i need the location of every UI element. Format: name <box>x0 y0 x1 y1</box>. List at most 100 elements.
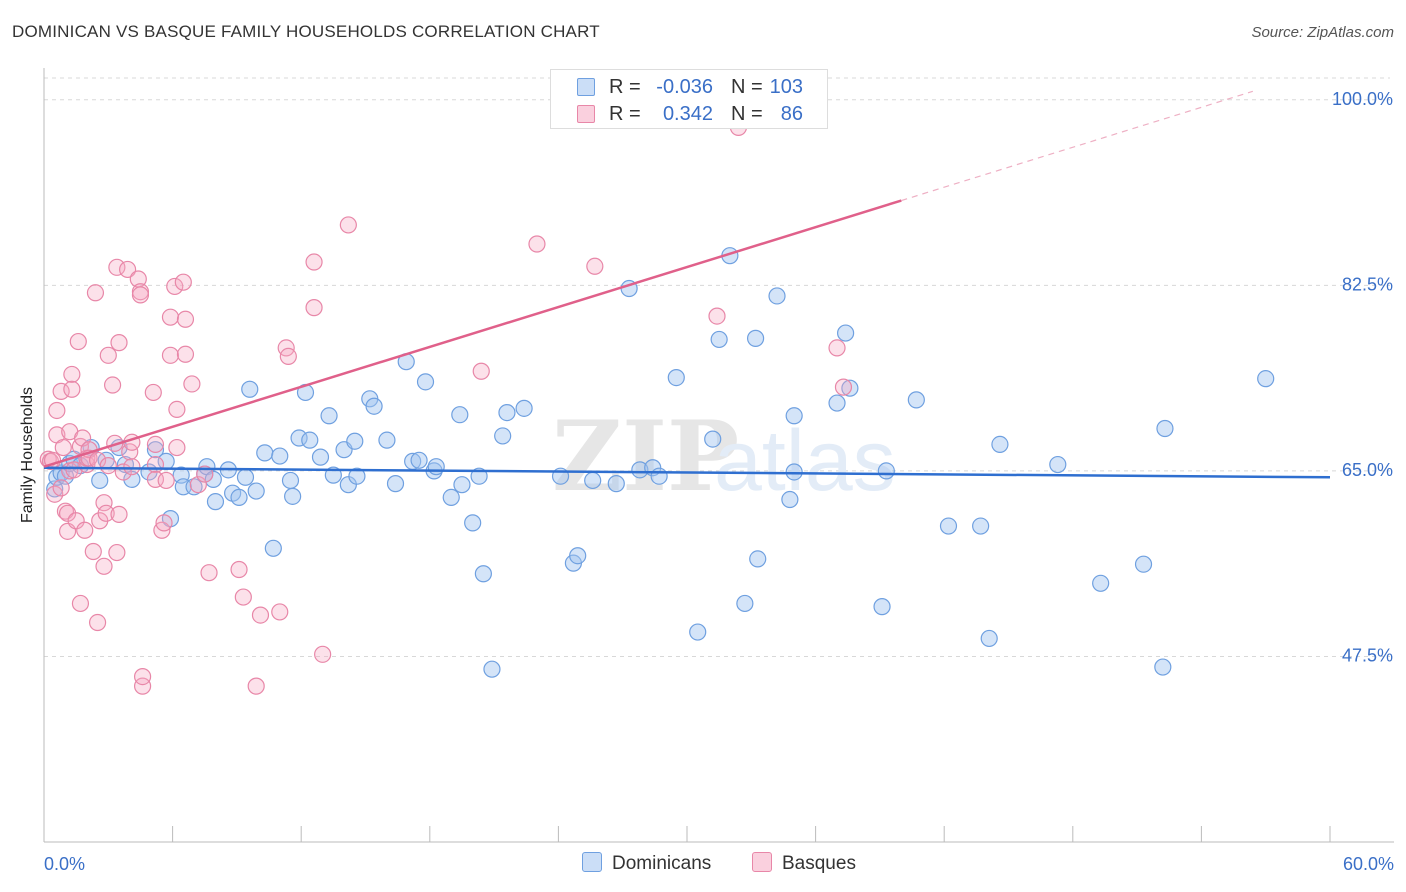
dominicans-point <box>247 482 265 500</box>
basques-point <box>200 564 218 582</box>
dominicans-point <box>710 330 728 349</box>
dominicans-point <box>667 369 685 387</box>
basques-point <box>133 677 152 695</box>
trend-lines <box>43 90 1331 479</box>
legend-label-dominicans: Dominicans <box>612 853 712 874</box>
basques-point <box>54 438 72 457</box>
dominicans-point <box>785 463 803 481</box>
basques-point <box>183 375 201 393</box>
basques-point <box>176 345 195 363</box>
basques-point <box>161 308 180 326</box>
dominicans-point <box>451 406 469 424</box>
basques-point <box>69 332 87 351</box>
basques-point <box>123 458 141 476</box>
dominicans-point <box>877 462 895 480</box>
dominicans-point <box>1257 370 1275 388</box>
basques-point <box>48 401 66 420</box>
x-tick-label-max: 60.0% <box>1342 854 1394 874</box>
legend-label-basques: Basques <box>782 853 856 874</box>
dominicans-point <box>569 547 587 565</box>
basques-point <box>230 560 248 579</box>
basques-point <box>176 310 195 328</box>
basques-point <box>155 514 173 532</box>
basques-point <box>146 435 165 453</box>
dominicans-point <box>236 468 255 486</box>
basques-point <box>708 307 726 325</box>
dominicans-point <box>584 471 602 490</box>
basques-point <box>46 485 64 503</box>
basques-points <box>39 118 853 695</box>
dominicans-point <box>378 431 396 449</box>
basques-point <box>144 383 162 402</box>
dominicans-point <box>365 397 383 415</box>
dominicans-point <box>1154 658 1172 676</box>
basques-point <box>110 505 128 523</box>
basques-point <box>472 362 490 380</box>
dominicans-legend-swatch <box>582 852 602 872</box>
basques-point <box>67 512 85 530</box>
dominicans-point <box>311 448 330 466</box>
basques-trend-line <box>43 199 902 468</box>
dominicans-point <box>206 493 225 511</box>
dominicans-point <box>494 427 512 445</box>
basques-point <box>279 347 297 365</box>
dominicans-point <box>271 447 289 465</box>
basques-point <box>56 502 75 520</box>
dominicans-point <box>980 629 998 648</box>
basques-point <box>108 543 126 562</box>
series-legend: Dominicans Basques <box>0 852 1406 878</box>
dominicans-point <box>281 471 300 490</box>
legend-row-dominicans: R = -0.036 N = 103 <box>551 73 827 101</box>
dominicans-point <box>256 444 274 462</box>
dominicans-point <box>241 380 259 398</box>
dominicans-point <box>1156 419 1174 438</box>
basques-point <box>95 557 113 575</box>
dominicans-point <box>284 487 302 505</box>
dominicans-point <box>515 399 533 417</box>
y-tick-label: 65.0% <box>1342 460 1393 480</box>
dominicans-points <box>46 247 1275 678</box>
basques-legend-swatch <box>752 852 772 872</box>
dominicans-point <box>1092 574 1110 592</box>
dominicans-point <box>301 431 319 449</box>
dominicans-point <box>631 461 649 479</box>
dominicans-point <box>746 329 765 347</box>
basques-point <box>314 645 332 663</box>
dominicans-point <box>1049 455 1067 474</box>
basques-point <box>586 257 604 275</box>
basques-point <box>52 382 70 400</box>
basques-point <box>99 457 117 475</box>
dominicans-point <box>348 467 366 485</box>
y-tick-label: 82.5% <box>1342 274 1393 294</box>
chart-title: DOMINICAN VS BASQUE FAMILY HOUSEHOLDS CO… <box>12 22 600 41</box>
dominicans-point <box>427 458 445 476</box>
basques-point <box>108 258 126 276</box>
dominicans-point <box>785 407 803 425</box>
basques-swatch <box>577 105 595 123</box>
axes <box>43 68 1394 843</box>
basques-point <box>174 273 192 291</box>
basques-point <box>305 299 323 317</box>
n-value: 86 <box>780 103 803 125</box>
stats-legend: R = -0.036 N = 103 R = 0.342 N = 86 <box>550 69 828 129</box>
basques-trend-extension <box>901 90 1254 202</box>
dominicans-point <box>689 623 707 641</box>
dominicans-point <box>320 407 338 425</box>
dominicans-point <box>483 660 501 678</box>
dominicans-point <box>146 441 165 459</box>
basques-point <box>189 476 207 494</box>
basques-point <box>305 253 323 271</box>
dominicans-point <box>781 490 799 509</box>
source-note: Source: ZipAtlas.com <box>1251 24 1394 41</box>
n-label: N = <box>731 103 763 125</box>
dominicans-point <box>837 324 855 342</box>
dominicans-point <box>410 451 428 469</box>
r-value: -0.036 <box>656 76 713 98</box>
dominicans-point <box>416 373 435 391</box>
basques-point <box>166 277 184 296</box>
basques-point <box>528 235 546 253</box>
y-tick-labels: 47.5% 65.0% 82.5% 100.0% <box>1332 89 1393 666</box>
basques-point <box>234 588 252 606</box>
